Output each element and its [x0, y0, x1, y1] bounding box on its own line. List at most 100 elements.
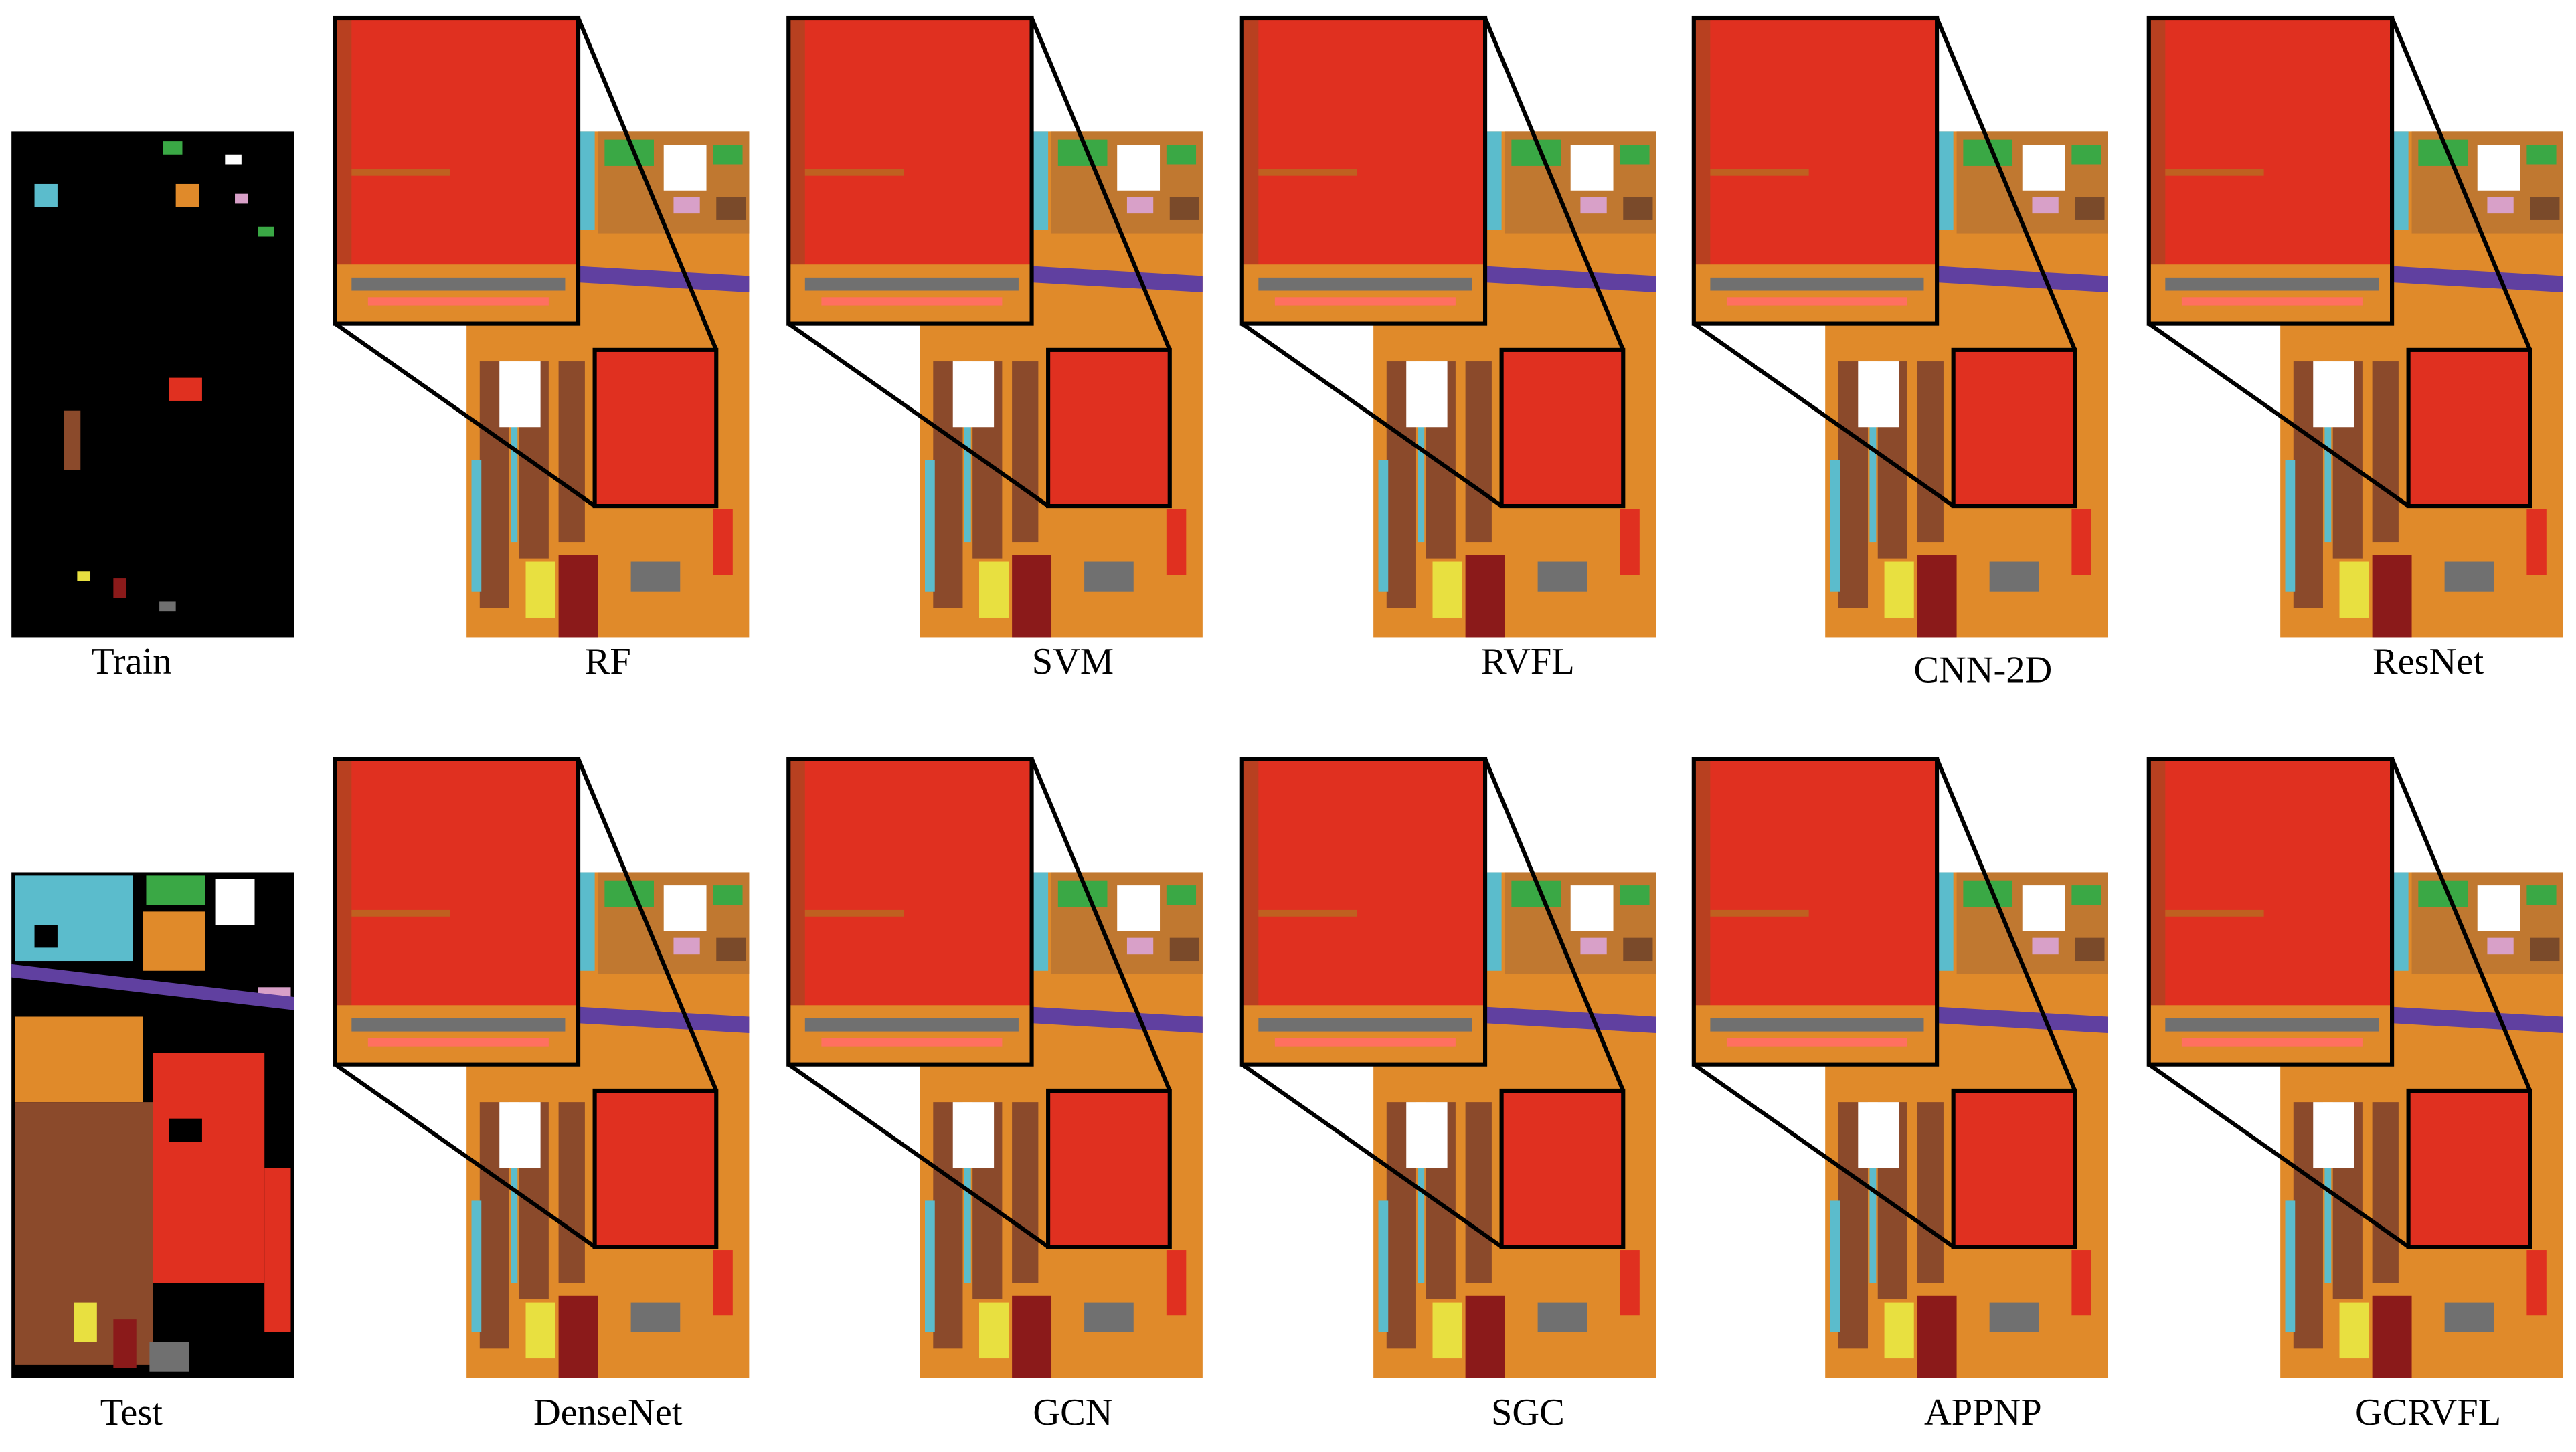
map-region [1378, 1200, 1389, 1332]
classification-map [1691, 757, 2108, 1378]
map-region [1012, 1102, 1039, 1283]
map-region [113, 1319, 137, 1368]
map-region [979, 1302, 1009, 1359]
map-region [149, 1342, 189, 1372]
map-region [1258, 1018, 1472, 1032]
map-region [1241, 759, 1259, 1022]
map-region [2477, 885, 2520, 931]
map-region [264, 1168, 291, 1332]
map-region [1241, 264, 1486, 324]
map-region [1241, 1005, 1486, 1065]
inset-frame [1691, 757, 1940, 1067]
map-region [2487, 937, 2514, 955]
zoom-connector [1935, 757, 2077, 1092]
map-region [1501, 1090, 1624, 1247]
map-region [1710, 909, 1809, 917]
map-region [1620, 509, 1640, 575]
map-region [2181, 1038, 2363, 1047]
panel-label: GCRVFL [2355, 1392, 2501, 1433]
map-region [1620, 885, 1650, 905]
map-region [804, 277, 1019, 291]
map-region [77, 571, 91, 581]
map-region [1580, 197, 1607, 214]
map-region [1710, 277, 1924, 291]
map-region [2408, 349, 2530, 507]
map-background [11, 131, 294, 638]
map-region [2165, 169, 2264, 176]
inset-frame [1239, 757, 1488, 1067]
map-region [1693, 18, 1711, 281]
zoom-box [1499, 347, 1626, 509]
map-region [525, 561, 555, 618]
panel-label: CNN-2D [1913, 649, 2052, 691]
map-region [964, 377, 971, 543]
map-region [113, 578, 127, 598]
map-region [2313, 1102, 2354, 1168]
map-region [159, 601, 176, 612]
map-region [169, 377, 202, 401]
map-region [235, 193, 248, 204]
ground-truth-map [11, 131, 294, 638]
map-region [163, 141, 183, 155]
map-region [2285, 1200, 2296, 1332]
map-region [2071, 885, 2101, 905]
map-region [1258, 277, 1472, 291]
inset-frame [786, 15, 1034, 326]
zoom-connector [1029, 17, 1172, 351]
map-region [351, 1018, 566, 1032]
inset-frame [1691, 15, 1940, 326]
map-region [2071, 145, 2101, 165]
map-region [2165, 277, 2379, 291]
map-region [1418, 377, 1425, 543]
map-region [2372, 361, 2399, 543]
map-region [979, 561, 1009, 618]
map-region [153, 1053, 265, 1283]
map-region [511, 377, 518, 543]
map-region [1858, 361, 1899, 428]
inset-frame [786, 757, 1034, 1067]
classification-map [2146, 15, 2563, 638]
map-region [175, 183, 199, 207]
map-region [1432, 561, 1462, 618]
map-region [673, 937, 700, 955]
map-region [1623, 197, 1653, 220]
panel-label: APPNP [1924, 1392, 2042, 1433]
map-region [925, 1200, 935, 1332]
map-region [1465, 1102, 1492, 1283]
classification-map [2146, 757, 2563, 1378]
classification-map [1239, 15, 1656, 638]
map-region [2408, 1090, 2530, 1247]
map-region [1126, 197, 1154, 214]
map-region [1989, 561, 2039, 592]
map-region [952, 361, 995, 428]
map-region [821, 297, 1003, 306]
map-region [1418, 1118, 1425, 1283]
map-region [225, 154, 242, 165]
classification-map [333, 757, 750, 1378]
map-region [788, 264, 1032, 324]
panel-label: Test [100, 1392, 163, 1433]
zoom-connector [1693, 1063, 1955, 1249]
map-region [471, 460, 482, 592]
map-region [1570, 885, 1614, 931]
map-region [2285, 460, 2296, 592]
panel-label: GCN [1033, 1392, 1112, 1433]
map-region [1726, 297, 1907, 306]
map-region [34, 925, 58, 948]
map-region [2071, 1250, 2091, 1316]
map-region [1166, 1250, 1187, 1316]
map-region [2526, 145, 2557, 165]
map-region [2148, 264, 2393, 324]
map-region [367, 1038, 549, 1047]
map-region [525, 1302, 555, 1359]
map-region [143, 911, 205, 971]
map-region [335, 759, 352, 1022]
zoom-connector [1935, 17, 2077, 351]
panel-label: ResNet [2373, 641, 2484, 683]
map-region [335, 18, 352, 281]
map-region [1917, 555, 1957, 638]
zoom-connector [576, 757, 719, 1092]
map-region [1501, 349, 1624, 507]
map-region [1465, 1295, 1505, 1378]
map-region [1693, 1005, 1938, 1065]
